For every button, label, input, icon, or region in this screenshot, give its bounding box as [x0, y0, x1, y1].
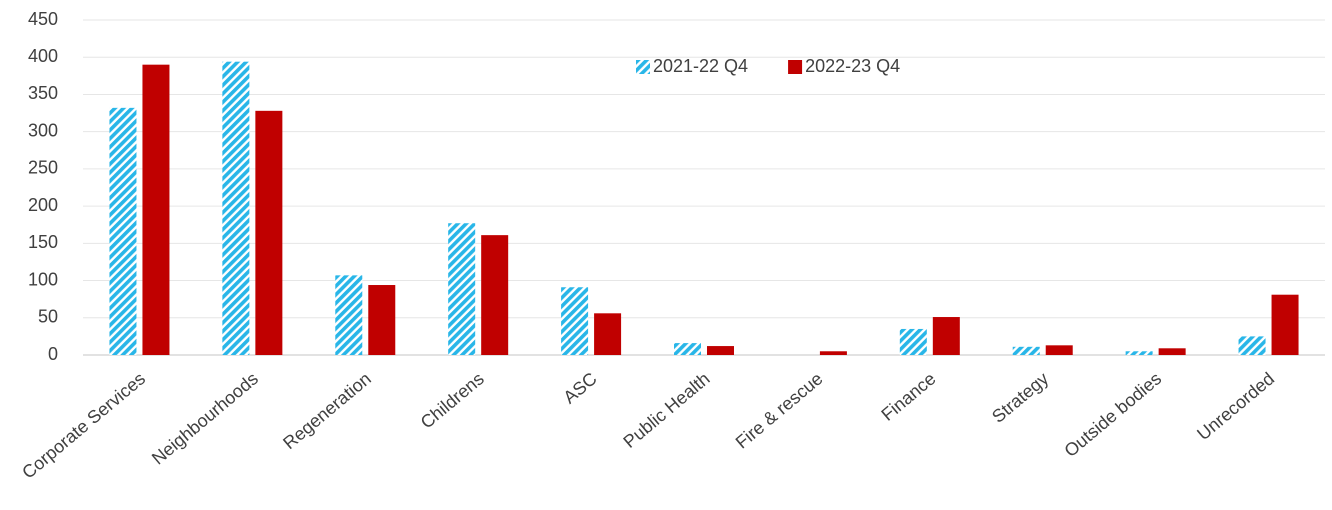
bar	[109, 107, 137, 355]
x-tick-label: Childrens	[417, 368, 488, 432]
x-tick-label: Strategy	[988, 368, 1052, 426]
bar	[1012, 346, 1040, 355]
bar	[142, 64, 170, 356]
bar	[932, 317, 960, 355]
bar	[448, 223, 476, 355]
y-tick-label: 400	[28, 46, 58, 66]
bar	[1045, 345, 1073, 355]
bar	[255, 110, 283, 355]
bar	[594, 313, 622, 355]
x-tick-label: Finance	[878, 368, 940, 424]
legend-swatch	[636, 60, 650, 74]
bar	[819, 351, 847, 355]
y-tick-label: 200	[28, 195, 58, 215]
legend-swatch	[788, 60, 803, 74]
bar	[899, 328, 927, 355]
legend-label: 2022-23 Q4	[805, 56, 900, 76]
y-tick-label: 300	[28, 120, 58, 140]
x-tick-label: Regeneration	[279, 368, 375, 453]
bar	[561, 287, 589, 355]
bar	[368, 285, 396, 355]
bar	[1158, 348, 1186, 355]
x-tick-label: ASC	[560, 368, 601, 407]
x-tick-label: Corporate Services	[18, 368, 149, 482]
x-tick-label: Neighbourhoods	[148, 368, 262, 468]
y-tick-label: 350	[28, 83, 58, 103]
x-tick-label: Outside bodies	[1060, 368, 1165, 461]
bar	[707, 346, 734, 355]
bar	[335, 275, 363, 355]
bar	[222, 61, 250, 355]
bar	[1125, 351, 1153, 355]
y-tick-label: 100	[28, 269, 58, 289]
y-tick-label: 250	[28, 158, 58, 178]
y-tick-label: 0	[48, 344, 58, 364]
bar	[1238, 336, 1266, 355]
x-tick-label: Fire & rescue	[732, 368, 827, 452]
bar	[481, 235, 509, 355]
legend-label: 2021-22 Q4	[653, 56, 748, 76]
x-tick-label: Unrecorded	[1193, 368, 1278, 444]
y-tick-label: 150	[28, 232, 58, 252]
bar	[674, 343, 701, 355]
bar	[1271, 294, 1299, 355]
y-tick-label: 50	[38, 307, 58, 327]
y-tick-label: 450	[28, 9, 58, 29]
x-tick-label: Public Health	[620, 368, 714, 451]
